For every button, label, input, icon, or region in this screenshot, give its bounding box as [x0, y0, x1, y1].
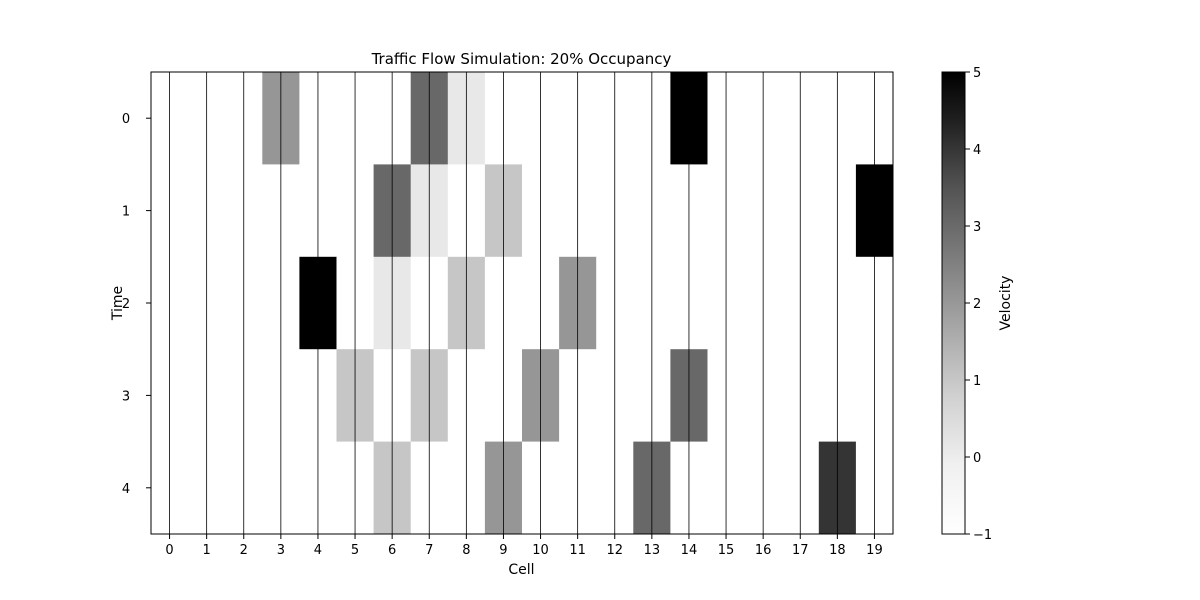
colorbar-tick-label: 3	[973, 220, 981, 235]
chart-title: Traffic Flow Simulation: 20% Occupancy	[371, 50, 672, 68]
y-axis-label: Time	[110, 286, 126, 321]
y-tick-label: 0	[122, 112, 130, 127]
y-tick-label: 4	[122, 482, 130, 497]
y-tick-label: 2	[122, 297, 130, 312]
colorbar-tick-label: 2	[973, 297, 981, 312]
x-tick-label: 12	[606, 543, 623, 558]
x-tick-label: 8	[462, 543, 470, 558]
colorbar-tick-label: 1	[973, 374, 981, 389]
colorbar-ticks: −1 0 1 2 3 4 5	[965, 66, 992, 543]
colorbar-tick-label: 5	[973, 66, 981, 81]
x-tick-label: 18	[829, 543, 846, 558]
x-tick-label: 19	[866, 543, 883, 558]
x-tick-label: 2	[240, 543, 248, 558]
x-tick-label: 9	[499, 543, 507, 558]
y-axis-ticks: 0 1 2 3 4	[122, 112, 151, 497]
x-tick-label: 7	[425, 543, 433, 558]
y-tick-label: 1	[122, 205, 130, 220]
x-tick-label: 0	[165, 543, 173, 558]
x-tick-label: 1	[203, 543, 211, 558]
heatmap-cells	[151, 72, 894, 535]
x-tick-label: 15	[718, 543, 735, 558]
colorbar-label: Velocity	[998, 276, 1014, 331]
colorbar	[941, 71, 966, 535]
x-axis-label: Cell	[508, 562, 534, 578]
x-tick-label: 13	[644, 543, 661, 558]
x-tick-label: 5	[351, 543, 359, 558]
x-tick-label: 3	[277, 543, 285, 558]
y-tick-label: 3	[122, 389, 130, 404]
colorbar-tick-label: 4	[973, 143, 981, 158]
x-tick-label: 10	[532, 543, 549, 558]
x-axis-ticks: 0 1 2 3 4 5 6 7 8 9 10 11 12 13 14 15 16 17 18 19	[165, 534, 883, 558]
colorbar-tick-label: −1	[973, 528, 992, 543]
x-tick-label: 4	[314, 543, 322, 558]
colorbar-tick-label: 0	[973, 451, 981, 466]
x-tick-label: 6	[388, 543, 396, 558]
x-tick-label: 11	[569, 543, 586, 558]
x-tick-label: 17	[792, 543, 809, 558]
x-tick-label: 14	[681, 543, 698, 558]
vertical-gridlines	[169, 72, 875, 534]
x-tick-label: 16	[755, 543, 772, 558]
